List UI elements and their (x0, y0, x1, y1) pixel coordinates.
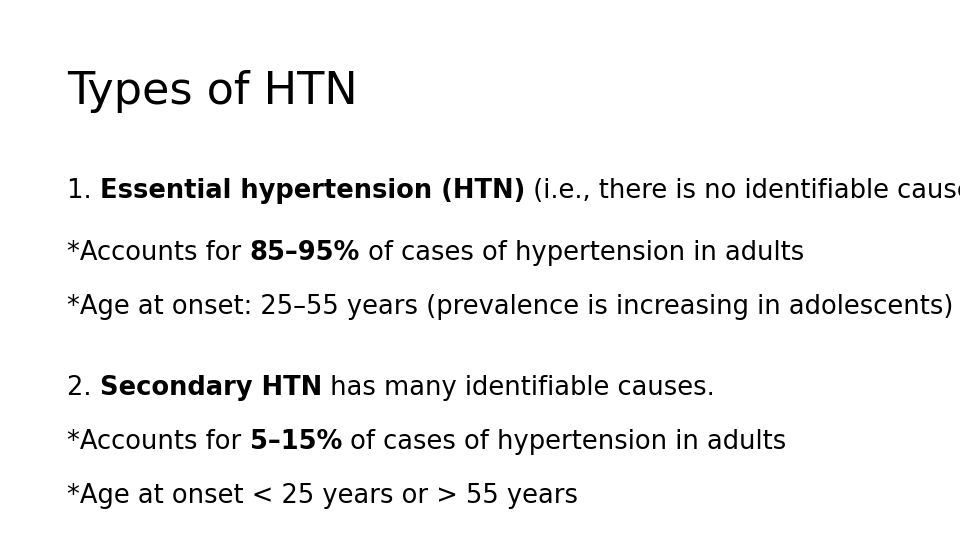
Text: *Age at onset: 25–55 years (prevalence is increasing in adolescents): *Age at onset: 25–55 years (prevalence i… (67, 294, 953, 320)
Text: *Accounts for: *Accounts for (67, 429, 250, 455)
Text: Secondary HTN: Secondary HTN (100, 375, 322, 401)
Text: has many identifiable causes.: has many identifiable causes. (322, 375, 715, 401)
Text: *Accounts for: *Accounts for (67, 240, 250, 266)
Text: (i.e., there is no identifiable cause): (i.e., there is no identifiable cause) (525, 178, 960, 204)
Text: 2.: 2. (67, 375, 100, 401)
Text: 1.: 1. (67, 178, 100, 204)
Text: of cases of hypertension in adults: of cases of hypertension in adults (360, 240, 804, 266)
Text: *Age at onset < 25 years or > 55 years: *Age at onset < 25 years or > 55 years (67, 483, 578, 509)
Text: 5–15%: 5–15% (250, 429, 342, 455)
Text: of cases of hypertension in adults: of cases of hypertension in adults (342, 429, 786, 455)
Text: Essential hypertension (HTN): Essential hypertension (HTN) (100, 178, 525, 204)
Text: 85–95%: 85–95% (250, 240, 360, 266)
Text: Types of HTN: Types of HTN (67, 70, 358, 113)
